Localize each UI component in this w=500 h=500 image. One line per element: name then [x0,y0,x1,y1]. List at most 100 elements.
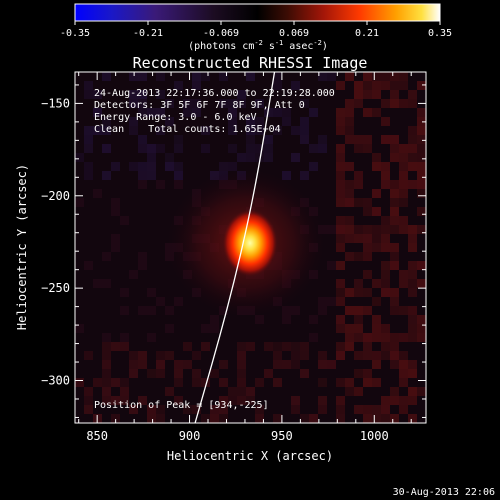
residual-pixel [372,405,381,414]
residual-pixel [363,207,372,216]
residual-pixel [111,243,120,252]
residual-pixel [309,144,318,153]
residual-pixel [372,234,381,243]
residual-pixel [390,243,399,252]
residual-pixel [372,225,381,234]
residual-pixel [147,153,156,162]
residual-pixel [291,351,300,360]
residual-pixel [408,234,417,243]
residual-pixel [300,135,309,144]
residual-pixel [255,144,264,153]
residual-pixel [363,225,372,234]
residual-pixel [201,342,210,351]
residual-pixel [390,189,399,198]
residual-pixel [201,324,210,333]
residual-pixel [417,225,426,234]
residual-pixel [291,396,300,405]
colorbar-tick-label-3: 0.069 [279,28,309,39]
residual-pixel [399,405,408,414]
residual-pixel [228,396,237,405]
residual-pixel [192,378,201,387]
residual-pixel [93,126,102,135]
residual-pixel [390,135,399,144]
residual-pixel [399,369,408,378]
residual-pixel [372,90,381,99]
residual-pixel [372,207,381,216]
residual-pixel [102,126,111,135]
residual-pixel [381,243,390,252]
residual-pixel [336,153,345,162]
residual-pixel [408,99,417,108]
residual-pixel [138,99,147,108]
residual-pixel [336,117,345,126]
residual-pixel [192,99,201,108]
residual-pixel [210,369,219,378]
residual-pixel [345,288,354,297]
residual-pixel [102,351,111,360]
residual-pixel [381,117,390,126]
residual-pixel [336,279,345,288]
residual-pixel [390,261,399,270]
residual-pixel [210,324,219,333]
residual-pixel [174,171,183,180]
residual-pixel [300,414,309,423]
residual-pixel [174,162,183,171]
residual-pixel [417,171,426,180]
residual-pixel [237,387,246,396]
residual-pixel [408,261,417,270]
residual-pixel [111,342,120,351]
residual-pixel [408,306,417,315]
residual-pixel [354,198,363,207]
residual-pixel [138,360,147,369]
residual-pixel [219,396,228,405]
residual-pixel [165,324,174,333]
residual-pixel [219,360,228,369]
residual-pixel [336,396,345,405]
residual-pixel [399,333,408,342]
residual-pixel [111,207,120,216]
residual-pixel [345,342,354,351]
residual-pixel [102,360,111,369]
residual-pixel [138,144,147,153]
residual-pixel [138,162,147,171]
residual-pixel [282,306,291,315]
residual-pixel [390,297,399,306]
residual-pixel [381,162,390,171]
residual-pixel [165,117,174,126]
residual-pixel [372,315,381,324]
residual-pixel [327,297,336,306]
residual-pixel [192,81,201,90]
colorbar-tick-label-4: 0.21 [355,28,379,39]
residual-pixel [129,270,138,279]
residual-pixel [381,171,390,180]
residual-pixel [381,270,390,279]
residual-pixel [165,351,174,360]
residual-pixel [417,333,426,342]
residual-pixel [336,288,345,297]
residual-pixel [363,198,372,207]
residual-pixel [147,108,156,117]
residual-pixel [336,315,345,324]
x-tick-label-0: 850 [86,429,108,443]
residual-pixel [399,189,408,198]
residual-pixel [84,171,93,180]
residual-pixel [156,405,165,414]
residual-pixel [93,90,102,99]
residual-pixel [399,153,408,162]
residual-pixel [408,369,417,378]
residual-pixel [354,333,363,342]
residual-pixel [354,171,363,180]
residual-pixel [300,342,309,351]
residual-pixel [381,216,390,225]
residual-pixel [390,144,399,153]
residual-pixel [102,72,111,81]
residual-pixel [390,180,399,189]
residual-pixel [192,72,201,81]
colorbar-tick-label-5: 0.35 [428,28,452,39]
residual-pixel [246,126,255,135]
residual-pixel [120,342,129,351]
residual-pixel [138,108,147,117]
residual-pixel [363,333,372,342]
residual-pixel [354,225,363,234]
residual-pixel [318,405,327,414]
